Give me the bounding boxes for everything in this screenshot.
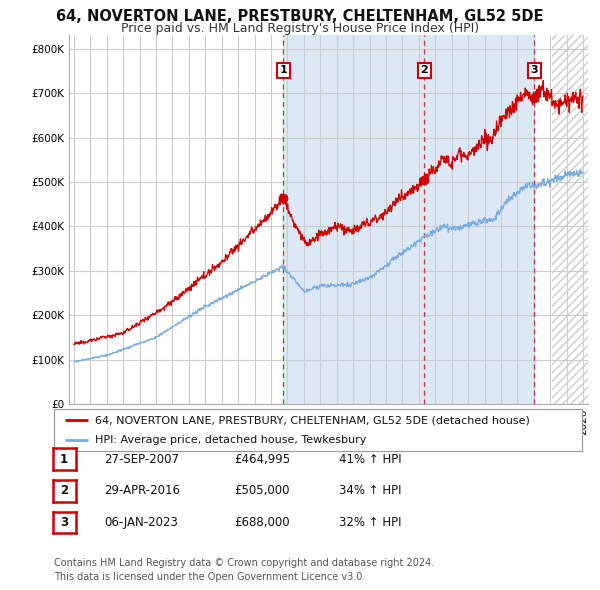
Text: £688,000: £688,000 xyxy=(234,516,290,529)
Text: 1: 1 xyxy=(60,453,68,466)
Text: HPI: Average price, detached house, Tewkesbury: HPI: Average price, detached house, Tewk… xyxy=(95,435,367,445)
Text: Contains HM Land Registry data © Crown copyright and database right 2024.
This d: Contains HM Land Registry data © Crown c… xyxy=(54,558,434,582)
Text: 1: 1 xyxy=(279,65,287,76)
Text: Price paid vs. HM Land Registry's House Price Index (HPI): Price paid vs. HM Land Registry's House … xyxy=(121,22,479,35)
Text: 41% ↑ HPI: 41% ↑ HPI xyxy=(339,453,401,466)
Text: 3: 3 xyxy=(530,65,538,76)
Text: 34% ↑ HPI: 34% ↑ HPI xyxy=(339,484,401,497)
Text: 64, NOVERTON LANE, PRESTBURY, CHELTENHAM, GL52 5DE (detached house): 64, NOVERTON LANE, PRESTBURY, CHELTENHAM… xyxy=(95,415,530,425)
Text: £505,000: £505,000 xyxy=(234,484,290,497)
Bar xyxy=(551,35,588,404)
Text: 3: 3 xyxy=(60,516,68,529)
Text: 29-APR-2016: 29-APR-2016 xyxy=(104,484,180,497)
Text: 2: 2 xyxy=(421,65,428,76)
Bar xyxy=(283,35,534,404)
Text: 32% ↑ HPI: 32% ↑ HPI xyxy=(339,516,401,529)
Text: £464,995: £464,995 xyxy=(234,453,290,466)
Text: 27-SEP-2007: 27-SEP-2007 xyxy=(104,453,179,466)
Text: 06-JAN-2023: 06-JAN-2023 xyxy=(104,516,178,529)
Text: 2: 2 xyxy=(60,484,68,497)
Text: 64, NOVERTON LANE, PRESTBURY, CHELTENHAM, GL52 5DE: 64, NOVERTON LANE, PRESTBURY, CHELTENHAM… xyxy=(56,9,544,24)
